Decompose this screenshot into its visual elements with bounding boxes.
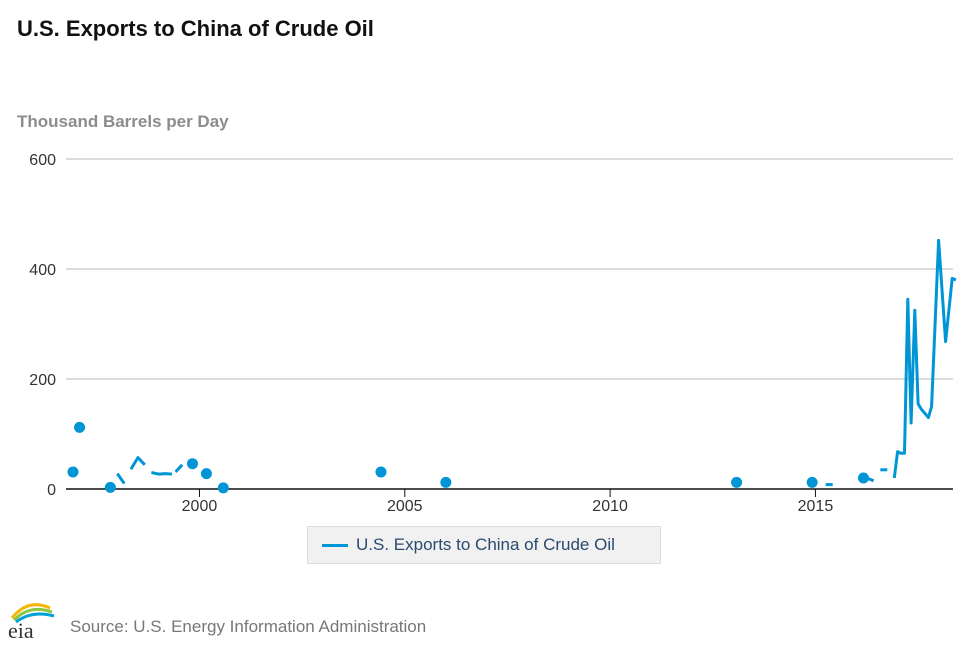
data-point [375,466,387,478]
data-point [67,466,79,478]
y-tick-label: 0 [47,482,56,499]
data-point [104,481,116,493]
y-tick-label: 200 [29,372,56,389]
series-line-segment [866,476,875,483]
data-point [186,458,198,470]
y-axis-label: Thousand Barrels per Day [17,112,229,131]
data-point [440,476,452,488]
data-point [731,476,743,488]
x-tick-label: 2010 [592,498,628,515]
chart-title: U.S. Exports to China of Crude Oil [17,16,374,41]
x-tick-label: 2015 [798,498,834,515]
y-tick-label: 600 [29,152,56,169]
eia-logo-text: eia [8,618,34,640]
data-point [857,472,869,484]
data-point [200,468,212,480]
data-point [74,421,86,433]
x-tick-label: 2000 [182,498,218,515]
series-line-segment [116,472,126,485]
y-tick-label: 400 [29,262,56,279]
source-note: Source: U.S. Energy Information Administ… [70,617,427,636]
series-line-segment [151,471,173,476]
data-point [217,482,229,494]
x-tick-label: 2005 [387,498,423,515]
legend-label: U.S. Exports to China of Crude Oil [356,535,615,554]
series-line-segment [174,463,184,473]
data-point [806,476,818,488]
chart-legend[interactable]: U.S. Exports to China of Crude Oil [307,526,661,564]
legend-swatch [322,543,348,547]
series-line-segment [129,456,146,470]
series-line-segment [892,238,957,479]
eia-logo: eia [8,603,55,640]
